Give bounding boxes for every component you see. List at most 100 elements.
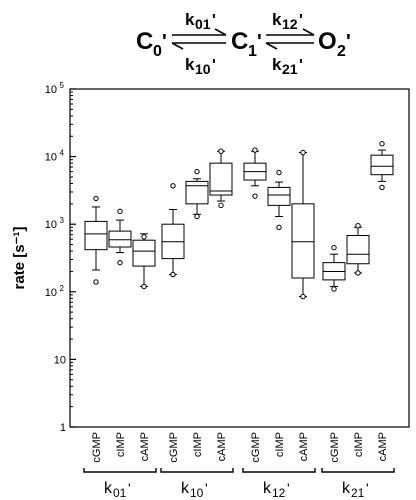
box-01-camp [132, 233, 156, 290]
svg-text:': ' [128, 480, 131, 496]
outlier-point [355, 270, 361, 276]
state-c1: C 1 ' [231, 28, 262, 60]
group-label: k 21 ' [342, 480, 369, 500]
svg-text:': ' [299, 12, 303, 29]
box-12-cgmp [243, 147, 267, 199]
box-21-cimp [346, 223, 370, 276]
group-bracket [242, 468, 316, 473]
svg-text:': ' [212, 12, 216, 29]
arrow-c1-to-o2 [266, 28, 315, 36]
outlier-point [170, 271, 176, 278]
svg-text:k: k [342, 480, 351, 497]
rate-label-k10: k 10 ' [185, 55, 216, 77]
svg-text:': ' [257, 31, 262, 53]
x-tick-label: cAMP [298, 432, 310, 461]
x-group-01: cGMP cIMP cAMP k 01 ' [83, 432, 157, 500]
svg-text:': ' [287, 480, 290, 496]
outlier-point [170, 183, 176, 189]
x-tick-label: cIMP [192, 432, 204, 457]
svg-text:01: 01 [195, 16, 211, 32]
outlier-point [252, 193, 258, 199]
group-label: k 12 ' [263, 480, 290, 500]
y-axis-label: rate [s⁻¹] [11, 227, 28, 290]
group-bracket [160, 468, 234, 473]
outlier-point [93, 195, 99, 202]
box-10-cgmp [161, 183, 185, 278]
svg-text:0: 0 [153, 43, 162, 60]
outlier-point [218, 202, 224, 209]
rate-label-k21: k 21 ' [272, 55, 303, 77]
outlier-point [194, 168, 200, 175]
y-tick-label: 10 [54, 354, 66, 366]
outlier-point [300, 293, 306, 300]
y-tick-label: 1 [60, 422, 66, 434]
svg-text:': ' [212, 57, 216, 74]
svg-text:12: 12 [282, 16, 298, 32]
svg-text:k: k [272, 10, 282, 29]
y-tick-exponent: 2 [60, 284, 65, 293]
svg-text:': ' [299, 57, 303, 74]
x-tick-label: cAMP [377, 432, 389, 461]
x-tick-label: cAMP [216, 432, 228, 461]
box-iqr [209, 162, 233, 196]
box-iqr [185, 180, 209, 205]
y-tick-exponent: 3 [60, 216, 65, 225]
svg-text:21: 21 [351, 486, 365, 500]
y-tick-label: 10 [45, 152, 57, 164]
outlier-point [141, 283, 147, 290]
kinetic-scheme: C 0 ' C 1 ' O 2 ' [136, 10, 351, 77]
box-10-camp [209, 148, 233, 209]
svg-text:': ' [162, 31, 167, 53]
group-bracket [321, 468, 395, 473]
arrow-c0-to-c1 [172, 28, 227, 36]
svg-text:': ' [205, 480, 208, 496]
x-tick-label: cIMP [274, 432, 286, 457]
box-21-cgmp [322, 244, 346, 292]
box-iqr [370, 154, 394, 176]
outlier-point [117, 259, 123, 266]
outlier-point [194, 213, 200, 220]
svg-text:C: C [231, 28, 248, 55]
svg-text:k: k [272, 55, 282, 74]
svg-text:01: 01 [113, 486, 127, 500]
group-bracket [83, 468, 157, 473]
box-01-cgmp [84, 195, 108, 285]
outlier-point [331, 244, 337, 251]
y-tick-label: 10 [45, 219, 57, 231]
x-group-10: cGMP cIMP cAMP k 10 ' [160, 432, 234, 500]
box-iqr [267, 186, 291, 206]
y-tick-exponent: 4 [60, 149, 65, 158]
svg-text:k: k [104, 480, 113, 497]
y-tick-exponent: 5 [60, 81, 65, 90]
svg-text:rate [s⁻¹]: rate [s⁻¹] [11, 227, 28, 290]
outlier-point [276, 224, 282, 230]
state-o2: O 2 ' [318, 28, 351, 60]
box-iqr [291, 203, 315, 279]
rate-label-k01: k 01 ' [185, 10, 216, 32]
svg-text:k: k [181, 480, 190, 497]
svg-text:10: 10 [190, 486, 204, 500]
y-tick-label: 10 [45, 287, 57, 299]
box-plots [84, 141, 394, 300]
box-12-camp [291, 149, 315, 300]
outlier-point [93, 279, 99, 285]
x-group-12: cGMP cIMP cAMP k 12 ' [242, 432, 316, 500]
x-tick-label: cGMP [91, 432, 103, 463]
arrow-o2-to-c1 [265, 42, 314, 50]
x-tick-label: cAMP [139, 432, 151, 461]
svg-text:21: 21 [282, 61, 298, 77]
box-iqr [84, 220, 108, 251]
outlier-point [218, 148, 224, 154]
outlier-point [300, 149, 306, 156]
box-12-cimp [267, 169, 291, 230]
x-group-21: cGMP cIMP cAMP k 21 ' [321, 432, 395, 500]
x-tick-label: cGMP [168, 432, 180, 463]
svg-text:C: C [136, 28, 153, 55]
svg-text:': ' [346, 31, 351, 53]
y-tick-label: 10 [45, 84, 57, 96]
svg-text:10: 10 [195, 61, 211, 77]
state-c0: C 0 ' [136, 28, 167, 60]
outlier-point [355, 223, 361, 229]
